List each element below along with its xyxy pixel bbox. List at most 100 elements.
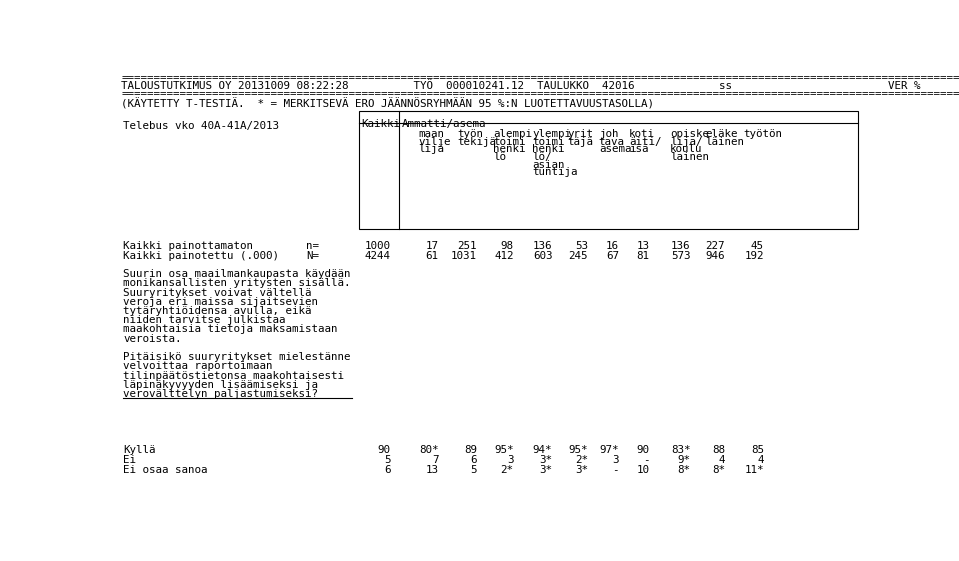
Text: 17: 17 (426, 241, 438, 251)
Text: joh: joh (598, 129, 619, 139)
Text: 4: 4 (758, 454, 764, 465)
Text: 573: 573 (670, 251, 690, 260)
Text: 3*: 3* (575, 465, 588, 475)
Text: velvoittaa raportoimaan: velvoittaa raportoimaan (123, 361, 272, 371)
Text: (KÄYTETTY T-TESTIÄ.  * = MERKITSEVÄ ERO JÄÄNNÖSRYHMÄÄN 95 %:N LUOTETTAVUUSTASOLL: (KÄYTETTY T-TESTIÄ. * = MERKITSEVÄ ERO J… (122, 98, 654, 109)
Text: 2*: 2* (501, 465, 514, 475)
Text: 80*: 80* (419, 445, 438, 454)
Text: 83*: 83* (670, 445, 690, 454)
Text: 61: 61 (426, 251, 438, 260)
Text: läinen: läinen (705, 137, 744, 146)
Text: Ei osaa sanoa: Ei osaa sanoa (123, 465, 207, 475)
Text: lija/: lija/ (670, 137, 703, 146)
Text: 8*: 8* (713, 465, 725, 475)
Text: 3: 3 (613, 454, 619, 465)
Text: 251: 251 (457, 241, 478, 251)
Text: maan: maan (418, 129, 444, 139)
Text: 45: 45 (751, 241, 764, 251)
Text: 192: 192 (744, 251, 764, 260)
Text: Pitäisikö suuryritykset mielestänne: Pitäisikö suuryritykset mielestänne (123, 352, 350, 362)
Text: 97*: 97* (599, 445, 619, 454)
Text: 4244: 4244 (364, 251, 390, 260)
Text: 6: 6 (384, 465, 390, 475)
Text: läpinäkyvyyden lisäämiseksi ja: läpinäkyvyyden lisäämiseksi ja (123, 380, 318, 390)
Text: Ammatti/asema: Ammatti/asema (402, 119, 486, 129)
Text: ylempi: ylempi (532, 129, 572, 139)
Text: Kaikki painottamaton: Kaikki painottamaton (123, 241, 253, 251)
Text: lijä: lijä (418, 144, 444, 154)
Text: monikansallisten yritysten sisällä.: monikansallisten yritysten sisällä. (123, 278, 350, 288)
Text: Kyllä: Kyllä (123, 445, 155, 454)
Text: veroista.: veroista. (123, 334, 181, 344)
Text: eläke: eläke (705, 129, 737, 139)
Text: Kaikki: Kaikki (362, 119, 401, 129)
Text: ================================================================================: ========================================… (122, 89, 959, 99)
Text: 10: 10 (636, 465, 649, 475)
Text: 7: 7 (432, 454, 438, 465)
Text: 90: 90 (636, 445, 649, 454)
Text: yrit: yrit (568, 129, 594, 139)
Text: tilinpäätöstietonsa maakohtaisesti: tilinpäätöstietonsa maakohtaisesti (123, 371, 344, 381)
Text: asian: asian (532, 160, 565, 170)
Text: niiden tarvitse julkistaa: niiden tarvitse julkistaa (123, 315, 286, 325)
Text: 94*: 94* (533, 445, 552, 454)
Text: opiske: opiske (670, 129, 709, 139)
Text: toimi: toimi (494, 137, 526, 146)
Text: 95*: 95* (494, 445, 514, 454)
Text: 53: 53 (575, 241, 588, 251)
Text: henki: henki (494, 144, 526, 154)
Text: Suurin osa maailmankaupasta käydään: Suurin osa maailmankaupasta käydään (123, 269, 350, 279)
Text: Suuryritykset voivat vältellä: Suuryritykset voivat vältellä (123, 288, 312, 297)
Text: lainen: lainen (670, 152, 709, 162)
Text: 227: 227 (706, 241, 725, 251)
Text: 2*: 2* (575, 454, 588, 465)
Text: n=: n= (306, 241, 319, 251)
Text: 1031: 1031 (451, 251, 478, 260)
Text: veroja eri maissa sijaitsevien: veroja eri maissa sijaitsevien (123, 297, 318, 307)
Text: 88: 88 (713, 445, 725, 454)
Text: 6: 6 (471, 454, 478, 465)
Text: Ei: Ei (123, 454, 136, 465)
Text: vilje: vilje (418, 137, 451, 146)
Text: 3*: 3* (539, 465, 552, 475)
Text: 5: 5 (471, 465, 478, 475)
Text: 9*: 9* (677, 454, 690, 465)
Text: asema: asema (598, 144, 631, 154)
Bar (359, 111, 857, 229)
Text: tytäryhtiöidensa avulla, eikä: tytäryhtiöidensa avulla, eikä (123, 306, 312, 316)
Text: lö/: lö/ (532, 152, 551, 162)
Text: koti: koti (629, 129, 655, 139)
Text: 98: 98 (501, 241, 514, 251)
Text: 95*: 95* (569, 445, 588, 454)
Text: maakohtaisia tietoja maksamistaan: maakohtaisia tietoja maksamistaan (123, 324, 338, 334)
Text: 412: 412 (494, 251, 514, 260)
Text: Telebus vko 40A-41A/2013: Telebus vko 40A-41A/2013 (123, 121, 279, 131)
Text: tekijä: tekijä (457, 137, 496, 146)
Text: 13: 13 (426, 465, 438, 475)
Text: ================================================================================: ========================================… (122, 73, 959, 84)
Text: alempi: alempi (494, 129, 532, 139)
Text: 8*: 8* (677, 465, 690, 475)
Text: koulu: koulu (670, 144, 703, 154)
Text: 946: 946 (706, 251, 725, 260)
Text: tava: tava (598, 137, 625, 146)
Text: 136: 136 (670, 241, 690, 251)
Text: toimi: toimi (532, 137, 565, 146)
Text: -: - (613, 465, 619, 475)
Text: 85: 85 (751, 445, 764, 454)
Text: 4: 4 (718, 454, 725, 465)
Text: N=: N= (306, 251, 319, 260)
Text: 1000: 1000 (364, 241, 390, 251)
Text: työtön: työtön (744, 129, 783, 139)
Text: 11*: 11* (744, 465, 764, 475)
Text: -: - (643, 454, 649, 465)
Text: lö: lö (494, 152, 506, 162)
Text: 245: 245 (569, 251, 588, 260)
Text: 5: 5 (384, 454, 390, 465)
Text: henki: henki (532, 144, 565, 154)
Text: äiti/: äiti/ (629, 137, 662, 146)
Text: 136: 136 (533, 241, 552, 251)
Text: 81: 81 (636, 251, 649, 260)
Text: 16: 16 (606, 241, 619, 251)
Text: 3: 3 (507, 454, 514, 465)
